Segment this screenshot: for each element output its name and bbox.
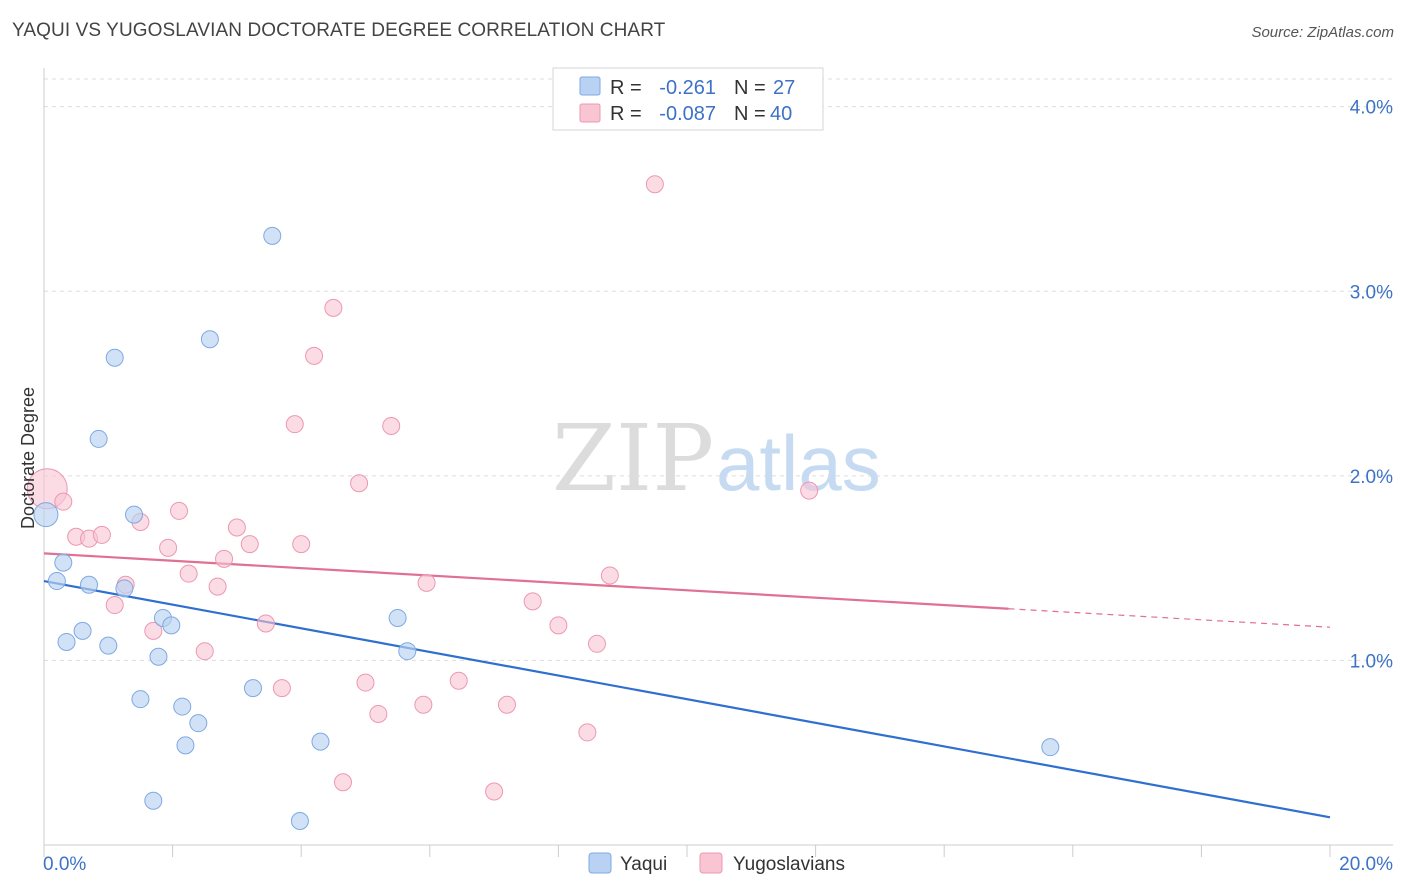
x-tick-labels: 0.0% 20.0% <box>43 854 1393 875</box>
point-yugoslavians-24 <box>333 773 352 792</box>
point-yaqui-9 <box>105 348 124 367</box>
y-tick-label-2: 2.0% <box>1350 467 1393 488</box>
point-yugoslavians-38 <box>600 566 619 585</box>
trend-line-yaqui <box>43 579 1331 819</box>
series-legend: Yaqui Yugoslavians <box>588 852 845 875</box>
stats-legend: R = -0.261 N = 27 R = -0.087 N = 40 <box>552 67 824 131</box>
point-yugoslavians-40 <box>800 481 819 500</box>
point-yaqui-20 <box>200 330 219 349</box>
point-yugoslavians-25 <box>350 474 369 493</box>
point-yaqui-19 <box>189 714 208 733</box>
trend-line-yugoslavians-extension <box>1008 608 1331 628</box>
point-yugoslavians-21 <box>292 535 311 554</box>
point-yugoslavians-36 <box>578 723 597 742</box>
watermark: ZIP atlas <box>552 405 881 512</box>
legend-n-label-1: N = <box>734 77 766 99</box>
point-yaqui-27 <box>1041 738 1060 757</box>
trend-line-yugoslavians <box>43 552 1009 610</box>
series-legend-swatch-yaqui <box>588 852 612 874</box>
point-yugoslavians-15 <box>215 549 234 568</box>
point-yaqui-12 <box>131 690 150 709</box>
y-tick-label-1: 1.0% <box>1350 651 1393 672</box>
point-yugoslavians-14 <box>208 577 227 596</box>
legend-swatch-yugoslavians <box>579 103 601 123</box>
point-yugoslavians-28 <box>382 417 401 436</box>
chart-title: YAQUI VS YUGOSLAVIAN DOCTORATE DEGREE CO… <box>12 20 666 41</box>
point-yugoslavians-30 <box>417 573 436 592</box>
y-tick-label-4: 4.0% <box>1350 98 1393 119</box>
point-yugoslavians-19 <box>272 679 291 698</box>
point-yaqui-25 <box>388 608 407 627</box>
watermark-zip: ZIP <box>552 405 714 512</box>
point-yugoslavians-33 <box>497 695 516 714</box>
series-legend-label-yugoslavians: Yugoslavians <box>733 854 845 875</box>
point-yaqui-24 <box>311 732 330 751</box>
point-yugoslavians-5 <box>92 525 111 544</box>
point-yugoslavians-27 <box>369 704 388 723</box>
grid-lines <box>44 78 1393 661</box>
point-yaqui-7 <box>89 429 108 448</box>
point-yaqui-14 <box>149 647 168 666</box>
point-yaqui-23 <box>290 812 309 831</box>
point-yaqui-10 <box>115 579 134 598</box>
point-yugoslavians-16 <box>227 518 246 537</box>
point-yaqui-1 <box>33 502 59 528</box>
point-yugoslavians-32 <box>485 782 504 801</box>
legend-n-label-2: N = <box>734 103 766 125</box>
point-yugoslavians-13 <box>195 642 214 661</box>
y-axis-title: Doctorate Degree <box>18 387 38 529</box>
point-yaqui-5 <box>73 621 92 640</box>
point-yaqui-6 <box>80 575 99 594</box>
point-yugoslavians-26 <box>356 673 375 692</box>
point-yugoslavians-22 <box>305 346 324 365</box>
point-yugoslavians-12 <box>179 564 198 583</box>
legend-swatch-yaqui <box>579 76 601 96</box>
point-yugoslavians-17 <box>240 535 259 554</box>
axes <box>43 68 1393 857</box>
point-yaqui-8 <box>99 636 118 655</box>
point-yaqui-21 <box>243 679 262 698</box>
point-yugoslavians-35 <box>549 616 568 635</box>
legend-r-value-1: -0.261 <box>659 77 716 99</box>
point-yugoslavians-6 <box>105 596 124 615</box>
x-tick-label-0: 0.0% <box>43 854 86 875</box>
point-yugoslavians-29 <box>414 695 433 714</box>
point-yugoslavians-10 <box>159 538 178 557</box>
y-tick-label-3: 3.0% <box>1350 282 1393 303</box>
point-yaqui-17 <box>173 697 192 716</box>
point-yaqui-11 <box>125 505 144 524</box>
point-yugoslavians-18 <box>256 614 275 633</box>
point-yaqui-22 <box>263 226 282 245</box>
y-tick-labels: 1.0% 2.0% 3.0% 4.0% <box>1350 98 1393 673</box>
legend-n-value-2: 40 <box>770 103 792 125</box>
point-yugoslavians-39 <box>645 175 664 194</box>
point-yugoslavians-34 <box>523 592 542 611</box>
point-yugoslavians-11 <box>170 501 189 520</box>
data-points <box>26 175 1060 831</box>
point-yugoslavians-31 <box>449 671 468 690</box>
source-label: Source: ZipAtlas.com <box>1251 24 1394 41</box>
point-yaqui-26 <box>398 642 417 661</box>
legend-n-value-1: 27 <box>773 77 795 99</box>
watermark-atlas: atlas <box>716 419 881 507</box>
legend-r-label-1: R = <box>610 77 642 99</box>
legend-r-label-2: R = <box>610 103 642 125</box>
point-yaqui-2 <box>47 572 66 591</box>
trend-lines <box>43 552 1331 819</box>
point-yugoslavians-23 <box>324 298 343 317</box>
series-legend-swatch-yugoslavians <box>699 852 723 874</box>
point-yaqui-18 <box>176 736 195 755</box>
legend-r-value-2: -0.087 <box>659 103 716 125</box>
series-legend-label-yaqui: Yaqui <box>620 854 667 875</box>
point-yugoslavians-2 <box>54 492 73 511</box>
point-yaqui-3 <box>54 553 73 572</box>
point-yaqui-16 <box>162 616 181 635</box>
x-tick-label-1: 20.0% <box>1339 854 1393 875</box>
point-yaqui-4 <box>57 632 76 651</box>
point-yugoslavians-20 <box>285 415 304 434</box>
point-yugoslavians-37 <box>587 634 606 653</box>
point-yugoslavians-9 <box>144 621 163 640</box>
point-yaqui-13 <box>144 791 163 810</box>
